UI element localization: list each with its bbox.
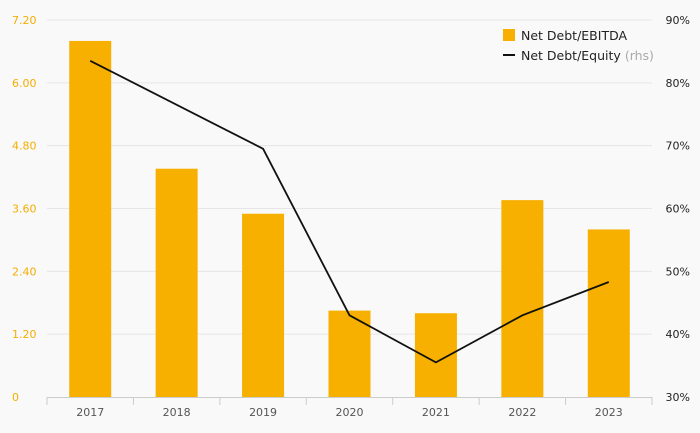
legend-label-net-debt-ebitda: Net Debt/EBITDA bbox=[521, 28, 627, 43]
right-axis-tick-label: 70% bbox=[666, 140, 690, 153]
legend-label-net-debt-equity: Net Debt/Equity (rhs) bbox=[521, 48, 654, 63]
left-axis-tick-label: 4.80 bbox=[12, 140, 37, 153]
legend: Net Debt/EBITDA Net Debt/Equity (rhs) bbox=[503, 28, 654, 63]
legend-label-net-debt-equity-suffix: (rhs) bbox=[625, 48, 654, 63]
x-axis-tick-label: 2020 bbox=[336, 406, 364, 419]
right-axis-tick-label: 90% bbox=[666, 14, 690, 27]
bar-series bbox=[69, 40, 630, 397]
x-axis-tick-label: 2023 bbox=[595, 406, 623, 419]
bar bbox=[587, 229, 630, 397]
bar bbox=[501, 200, 544, 397]
x-axis-ticks: 2017 2018 2019 2020 2021 2022 2023 bbox=[76, 406, 623, 419]
left-axis-tick-label: 0 bbox=[12, 391, 19, 404]
line-series bbox=[89, 59, 610, 364]
left-axis-tick-label: 2.40 bbox=[12, 265, 37, 278]
right-axis-tick-label: 30% bbox=[666, 391, 690, 404]
left-axis-tick-label: 6.00 bbox=[12, 77, 37, 90]
right-axis-tick-label: 40% bbox=[666, 328, 690, 341]
legend-label-net-debt-equity-name: Net Debt/Equity bbox=[521, 48, 621, 63]
bar bbox=[69, 40, 112, 397]
x-axis-tick-label: 2021 bbox=[422, 406, 450, 419]
bar bbox=[242, 213, 285, 397]
x-axis-tick-label: 2018 bbox=[163, 406, 191, 419]
right-axis-tick-label: 50% bbox=[666, 265, 690, 278]
left-axis-ticks: 0 1.20 2.40 3.60 4.80 6.00 7.20 bbox=[12, 14, 37, 404]
x-axis-tick-label: 2017 bbox=[76, 406, 104, 419]
x-axis-tick-label: 2022 bbox=[508, 406, 536, 419]
left-axis-tick-label: 3.60 bbox=[12, 203, 37, 216]
bar bbox=[328, 310, 371, 397]
right-axis-ticks: 30% 40% 50% 60% 70% 80% 90% bbox=[666, 14, 690, 404]
x-axis-tick-label: 2019 bbox=[249, 406, 277, 419]
left-axis-tick-label: 1.20 bbox=[12, 328, 37, 341]
gridlines bbox=[47, 19, 652, 335]
legend-swatch-net-debt-ebitda bbox=[503, 29, 515, 41]
axes bbox=[46, 397, 653, 405]
series-line-net-debt-equity bbox=[89, 59, 610, 364]
right-axis-tick-label: 80% bbox=[666, 77, 690, 90]
right-axis-tick-label: 60% bbox=[666, 203, 690, 216]
bar bbox=[155, 168, 198, 397]
left-axis-tick-label: 7.20 bbox=[12, 14, 37, 27]
